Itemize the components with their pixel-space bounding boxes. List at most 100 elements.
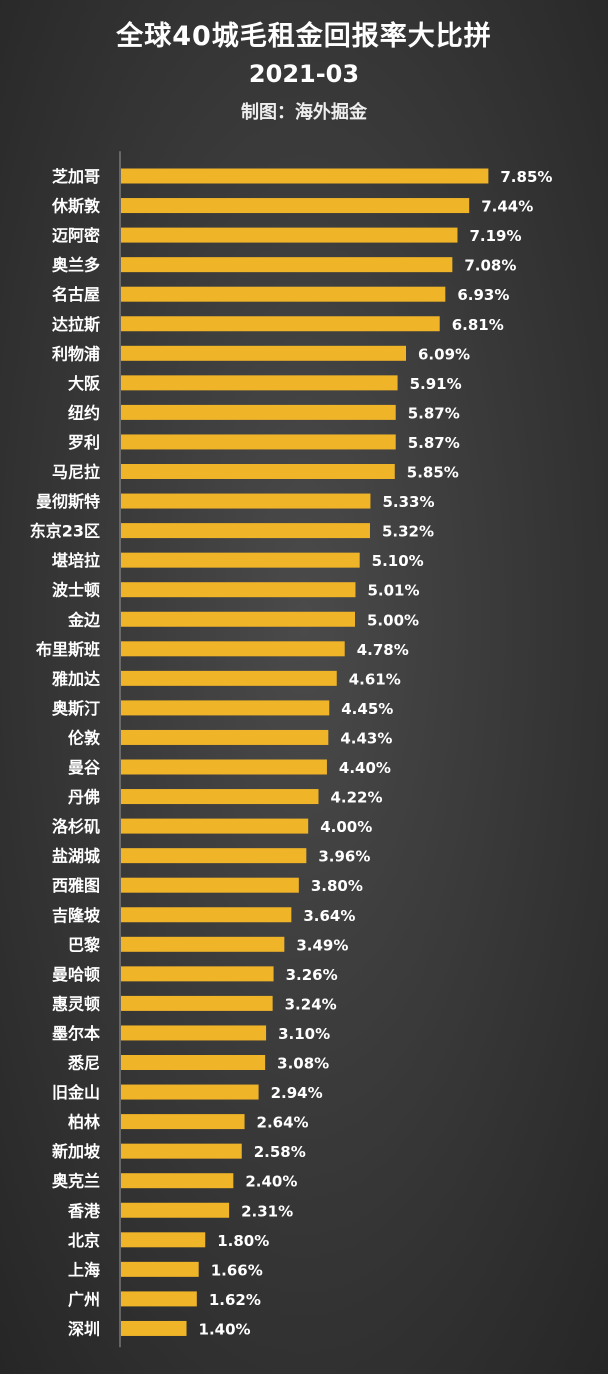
category-label: 西雅图 (52, 876, 100, 895)
bar (121, 729, 329, 745)
value-label: 2.40% (245, 1173, 297, 1191)
category-label: 奥兰多 (52, 256, 100, 275)
bar (121, 907, 292, 923)
category-label: 曼谷 (68, 758, 101, 777)
bar (121, 641, 345, 657)
category-label: 吉隆坡 (52, 906, 101, 925)
bar (121, 523, 370, 539)
bar (121, 1025, 267, 1041)
value-label: 4.00% (320, 818, 372, 836)
bar (121, 995, 273, 1011)
bar (121, 1291, 197, 1307)
bar (121, 1055, 266, 1070)
value-label: 1.66% (211, 1261, 263, 1279)
category-label: 洛杉矶 (52, 817, 100, 836)
bar (121, 345, 407, 361)
value-label: 2.94% (271, 1084, 323, 1102)
value-label: 5.87% (408, 434, 460, 452)
value-label: 5.00% (367, 611, 419, 629)
category-label: 奥克兰 (52, 1172, 100, 1191)
bar (121, 1320, 187, 1336)
bar (121, 818, 309, 834)
value-label: 6.93% (457, 286, 509, 304)
category-label: 休斯敦 (51, 197, 101, 216)
value-label: 7.44% (481, 198, 533, 216)
category-label: 利物浦 (52, 344, 100, 363)
category-label: 迈阿密 (52, 226, 100, 245)
value-label: 3.64% (303, 907, 355, 925)
category-label: 曼哈顿 (52, 965, 100, 984)
bar (121, 1202, 230, 1218)
bar (121, 936, 285, 952)
bar (121, 611, 355, 627)
value-label: 4.45% (341, 700, 393, 718)
bar (121, 286, 446, 302)
value-label: 5.01% (367, 582, 419, 600)
category-label: 奥斯汀 (52, 699, 100, 718)
bar (121, 464, 395, 479)
category-label: 北京 (68, 1231, 100, 1250)
category-label: 罗利 (68, 433, 100, 452)
value-label: 3.49% (296, 936, 348, 954)
bar (121, 670, 337, 686)
category-label: 金边 (67, 610, 101, 629)
bar (121, 227, 458, 243)
bar (121, 168, 489, 184)
category-label: 巴黎 (68, 935, 100, 954)
value-label: 5.10% (372, 552, 424, 570)
category-label: 名古屋 (52, 285, 100, 304)
category-label: 东京23区 (30, 522, 100, 541)
value-label: 7.85% (500, 168, 552, 186)
value-label: 5.32% (382, 523, 434, 541)
bar (121, 198, 470, 214)
category-label: 波士顿 (52, 581, 100, 600)
value-label: 2.58% (254, 1143, 306, 1161)
category-label: 马尼拉 (52, 463, 100, 482)
value-label: 3.10% (278, 1025, 330, 1043)
bar (121, 877, 299, 893)
category-label: 堪培拉 (52, 551, 100, 570)
value-label: 2.31% (241, 1202, 293, 1220)
value-label: 6.09% (418, 345, 470, 363)
chart-title: 全球40城毛租金回报率大比拼 (116, 21, 492, 52)
bar (121, 434, 396, 450)
category-label: 深圳 (68, 1319, 100, 1338)
value-label: 4.43% (340, 729, 392, 747)
value-label: 7.08% (464, 257, 516, 275)
bar (121, 375, 398, 391)
value-label: 4.61% (349, 670, 401, 688)
value-label: 3.80% (311, 877, 363, 895)
bar (121, 1143, 242, 1159)
bar (121, 759, 327, 775)
value-label: 5.87% (408, 404, 460, 422)
category-label: 柏林 (68, 1113, 100, 1132)
category-label: 纽约 (68, 403, 100, 422)
category-label: 芝加哥 (52, 167, 100, 186)
value-label: 2.64% (257, 1114, 309, 1132)
bar (121, 257, 453, 273)
bar (121, 848, 307, 864)
value-label: 5.91% (410, 375, 462, 393)
bar (121, 1114, 245, 1130)
value-label: 3.24% (285, 995, 337, 1013)
value-label: 7.19% (469, 227, 521, 245)
bar (121, 1232, 206, 1248)
category-label: 曼彻斯特 (36, 492, 100, 511)
value-label: 1.80% (217, 1232, 269, 1250)
bar (121, 1261, 199, 1277)
value-label: 4.40% (339, 759, 391, 777)
category-label: 悉尼 (67, 1054, 100, 1073)
value-label: 3.96% (318, 848, 370, 866)
category-label: 旧金山 (52, 1083, 100, 1102)
bar (121, 552, 360, 568)
bar (121, 404, 396, 420)
value-label: 6.81% (452, 316, 504, 334)
value-label: 5.85% (407, 464, 459, 482)
bar (121, 1084, 259, 1100)
category-label: 香港 (67, 1201, 101, 1220)
category-label: 盐湖城 (52, 847, 100, 866)
category-label: 广州 (68, 1290, 100, 1309)
value-label: 4.22% (330, 789, 382, 807)
category-label: 上海 (68, 1260, 100, 1279)
